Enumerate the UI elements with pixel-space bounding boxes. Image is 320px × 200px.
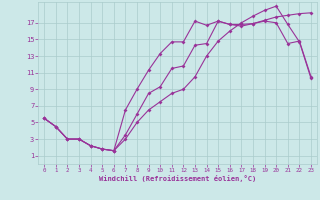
X-axis label: Windchill (Refroidissement éolien,°C): Windchill (Refroidissement éolien,°C) — [99, 175, 256, 182]
